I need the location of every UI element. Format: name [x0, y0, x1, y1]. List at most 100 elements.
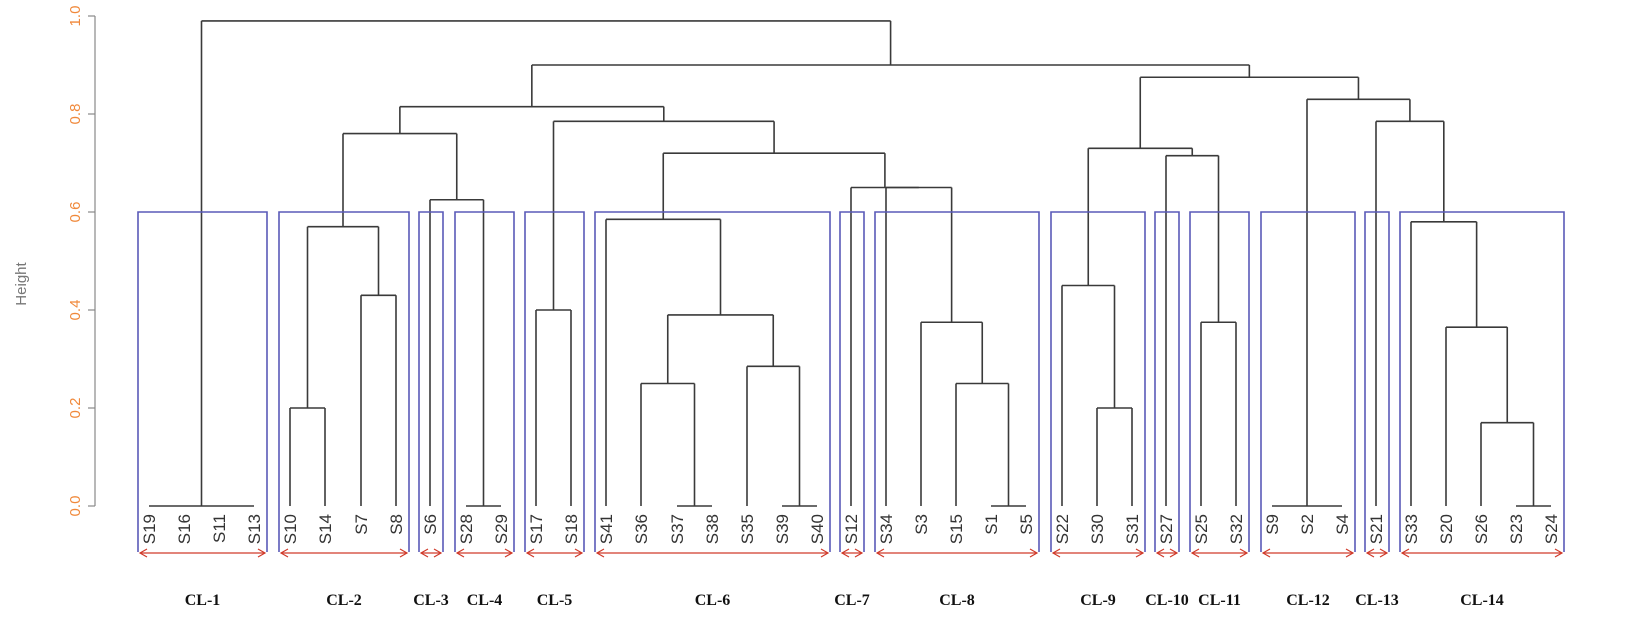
arrow-head-left: [138, 548, 148, 558]
cluster-box: [839, 211, 865, 552]
cluster-box: [1364, 211, 1390, 552]
leaf-label: S19: [140, 514, 159, 544]
cluster-box: [454, 211, 515, 552]
cluster-box: [1399, 211, 1565, 552]
cluster-box: [1154, 211, 1180, 552]
arrow-head-right: [504, 548, 514, 558]
cluster-boxes: [137, 211, 1565, 558]
arrow-head-right: [820, 548, 830, 558]
cluster-label: CL-10: [1145, 592, 1189, 609]
leaf-label: S26: [1472, 514, 1491, 544]
leaf-label: S36: [632, 514, 651, 544]
cluster-label: CL-6: [695, 592, 731, 609]
cluster-box: [137, 211, 268, 552]
leaf-label: S14: [316, 514, 335, 544]
arrow-head-left: [279, 548, 289, 558]
arrow-head-right: [1379, 548, 1389, 558]
cluster-box: [594, 211, 831, 552]
leaf-label: S6: [421, 514, 440, 535]
leaf-label: S30: [1088, 514, 1107, 544]
arrow-head-left: [875, 548, 885, 558]
arrow-head-right: [257, 548, 267, 558]
arrow-head-left: [1365, 548, 1375, 558]
leaf-label: S24: [1542, 514, 1561, 544]
leaf-label: S40: [808, 514, 827, 544]
cluster-box: [1189, 211, 1250, 552]
arrow-head-left: [1400, 548, 1410, 558]
leaf-label: S35: [738, 514, 757, 544]
cluster-label: CL-13: [1355, 592, 1399, 609]
leaf-label: S22: [1053, 514, 1072, 544]
arrow-head-left: [1190, 548, 1200, 558]
cluster-box: [524, 211, 585, 552]
cluster-box: [874, 211, 1040, 552]
arrow-head-left: [1051, 548, 1061, 558]
leaf-label: S17: [527, 514, 546, 544]
arrow-head-right: [1169, 548, 1179, 558]
leaf-label: S23: [1507, 514, 1526, 544]
cluster-label: CL-14: [1460, 592, 1504, 609]
arrow-head-right: [854, 548, 864, 558]
y-tick-label: 0.2: [67, 398, 84, 419]
leaf-label: S34: [877, 514, 896, 544]
arrow-head-right: [1029, 548, 1039, 558]
leaf-label: S13: [245, 514, 264, 544]
leaf-label: S20: [1437, 514, 1456, 544]
leaf-labels: S19 S16 S11 S13 S10 S14 S7 S8 S6 S28 S29 S17 S18 S41 S…: [140, 514, 1561, 544]
cluster-label: CL-8: [939, 592, 975, 609]
leaf-label: S39: [773, 514, 792, 544]
leaf-label: S8: [387, 514, 406, 535]
dendrogram-branches: [149, 20, 1551, 507]
y-tick-label: 1.0: [67, 6, 84, 27]
arrow-head-left: [419, 548, 429, 558]
arrow-head-left: [840, 548, 850, 558]
leaf-label: S33: [1402, 514, 1421, 544]
arrow-head-right: [1554, 548, 1564, 558]
cluster-label: CL-11: [1198, 592, 1241, 609]
y-axis: Height 0.0 0.2 0.4 0.6 0.8 1.0: [13, 6, 96, 517]
arrow-head-left: [1261, 548, 1271, 558]
leaf-label: S15: [947, 514, 966, 544]
leaf-label: S4: [1333, 514, 1352, 535]
leaf-label: S16: [175, 514, 194, 544]
leaf-label: S41: [597, 514, 616, 544]
leaf-label: S7: [352, 514, 371, 535]
leaf-label: S25: [1192, 514, 1211, 544]
arrow-head-right: [433, 548, 443, 558]
cluster-label: CL-5: [537, 592, 573, 609]
cluster-label: CL-12: [1286, 592, 1330, 609]
y-tick-label: 0.4: [67, 300, 84, 321]
leaf-label: S9: [1263, 514, 1282, 535]
arrow-head-left: [525, 548, 535, 558]
leaf-label: S38: [703, 514, 722, 544]
arrow-head-left: [455, 548, 465, 558]
arrow-head-right: [574, 548, 584, 558]
leaf-label: S18: [562, 514, 581, 544]
arrow-head-right: [1135, 548, 1145, 558]
cluster-box: [278, 211, 410, 552]
cluster-label: CL-7: [834, 592, 870, 609]
leaf-label: S5: [1017, 514, 1036, 535]
y-axis-title: Height: [13, 261, 30, 305]
leaf-label: S32: [1227, 514, 1246, 544]
arrow-head-right: [1239, 548, 1249, 558]
arrow-head-right: [399, 548, 409, 558]
cluster-box: [1050, 211, 1146, 552]
y-tick-label: 0.0: [67, 496, 84, 517]
leaf-label: S11: [210, 514, 229, 543]
arrow-head-left: [1155, 548, 1165, 558]
arrow-head-right: [1345, 548, 1355, 558]
cluster-box: [1260, 211, 1356, 552]
leaf-label: S28: [457, 514, 476, 544]
leaf-label: S29: [492, 514, 511, 544]
cluster-box: [418, 211, 444, 552]
y-tick-label: 0.8: [67, 104, 84, 125]
leaf-label: S1: [982, 514, 1001, 535]
leaf-label: S31: [1123, 514, 1142, 544]
cluster-label: CL-1: [185, 592, 221, 609]
leaf-label: S10: [281, 514, 300, 544]
leaf-label: S12: [842, 514, 861, 544]
cluster-label: CL-4: [467, 592, 503, 609]
arrow-head-left: [595, 548, 605, 558]
cluster-label: CL-2: [326, 592, 362, 609]
